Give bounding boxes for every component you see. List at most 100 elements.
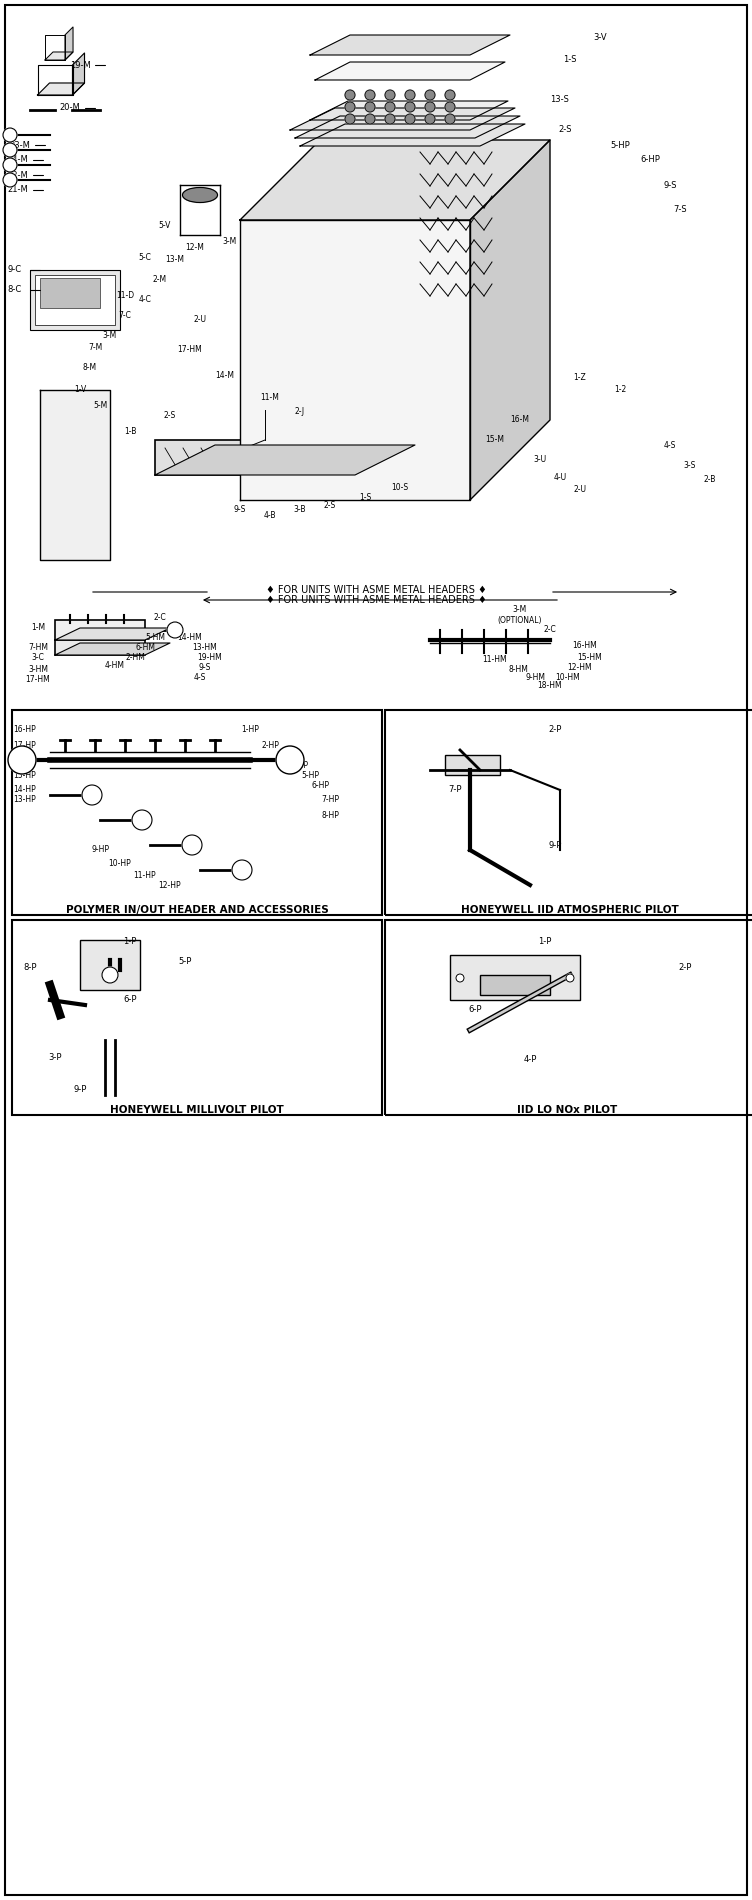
Text: 11-HM: 11-HM (483, 656, 508, 665)
Text: 2-M: 2-M (153, 276, 167, 285)
Text: 9-C: 9-C (8, 266, 22, 274)
Text: 14-HM: 14-HM (177, 633, 202, 642)
Circle shape (566, 975, 574, 982)
Text: 4-HM: 4-HM (105, 661, 125, 669)
Text: 8-M: 8-M (83, 363, 97, 372)
Circle shape (445, 114, 455, 124)
Text: 2-S: 2-S (164, 410, 176, 420)
Text: HONEYWELL IID ATMOSPHERIC PILOT: HONEYWELL IID ATMOSPHERIC PILOT (461, 904, 679, 916)
Circle shape (167, 621, 183, 638)
Bar (12, 920, 382, 1115)
Circle shape (8, 747, 36, 773)
Circle shape (276, 747, 304, 773)
Circle shape (425, 89, 435, 101)
Bar (445, 754, 500, 775)
Text: 1-M: 1-M (31, 623, 45, 631)
Text: 16-HM: 16-HM (572, 640, 597, 650)
Circle shape (405, 89, 415, 101)
Text: 9-S: 9-S (663, 180, 677, 190)
Text: IID LO NOx PILOT: IID LO NOx PILOT (517, 1106, 617, 1115)
Polygon shape (72, 53, 84, 95)
Polygon shape (310, 101, 508, 120)
Polygon shape (315, 63, 505, 80)
Circle shape (425, 103, 435, 112)
Polygon shape (55, 629, 170, 640)
Text: 2-U: 2-U (193, 315, 207, 325)
Text: 10-HP: 10-HP (108, 859, 132, 868)
Bar (40, 277, 100, 308)
Text: 3-C: 3-C (32, 654, 44, 663)
Circle shape (445, 103, 455, 112)
Text: 22-M: 22-M (8, 171, 29, 179)
Text: 15-M: 15-M (486, 435, 505, 445)
Text: 1-S: 1-S (563, 55, 577, 65)
Text: 3-M
(OPTIONAL): 3-M (OPTIONAL) (498, 606, 542, 625)
Circle shape (425, 114, 435, 124)
Text: 1-V: 1-V (74, 386, 86, 395)
Text: 24-M: 24-M (8, 156, 29, 165)
Text: 1-2: 1-2 (614, 386, 626, 395)
Text: 8-HM: 8-HM (508, 665, 528, 674)
Text: 6-HP: 6-HP (640, 156, 660, 165)
Text: 4-P: 4-P (523, 1056, 537, 1064)
Text: 3-HP: 3-HP (276, 750, 294, 760)
Text: ♦ FOR UNITS WITH ASME METAL HEADERS ♦: ♦ FOR UNITS WITH ASME METAL HEADERS ♦ (265, 585, 487, 595)
Bar (30, 270, 120, 331)
Text: 5-HP: 5-HP (610, 141, 630, 150)
Text: 4-B: 4-B (264, 511, 276, 519)
Circle shape (385, 103, 395, 112)
Text: 3-V: 3-V (593, 34, 607, 42)
Text: 1-HP: 1-HP (241, 726, 259, 735)
Text: 5-P: 5-P (178, 958, 192, 967)
Circle shape (345, 114, 355, 124)
Text: 9-S: 9-S (234, 505, 246, 515)
Circle shape (345, 89, 355, 101)
Text: 9-P: 9-P (548, 840, 562, 849)
Polygon shape (470, 141, 550, 500)
Text: 5-C: 5-C (138, 253, 151, 262)
Text: 5-HM: 5-HM (145, 633, 165, 642)
Polygon shape (55, 642, 170, 656)
Text: 16-HP: 16-HP (14, 726, 36, 735)
Circle shape (102, 967, 118, 982)
Circle shape (365, 114, 375, 124)
Text: 12-HP: 12-HP (159, 880, 181, 889)
Polygon shape (45, 51, 73, 61)
Circle shape (82, 785, 102, 806)
Bar (12, 711, 382, 916)
Text: 2-B: 2-B (704, 475, 716, 484)
Text: 2-J: 2-J (295, 407, 305, 416)
Circle shape (3, 158, 17, 173)
Bar (385, 711, 752, 916)
Text: 23-M: 23-M (10, 141, 30, 150)
Text: 4-S: 4-S (194, 673, 206, 682)
Circle shape (3, 142, 17, 158)
Bar (55, 619, 145, 640)
Text: 2-C: 2-C (544, 625, 556, 635)
Circle shape (3, 173, 17, 186)
Polygon shape (40, 390, 110, 560)
Text: 2-S: 2-S (558, 125, 572, 135)
Text: 13-HP: 13-HP (14, 796, 36, 804)
Circle shape (132, 809, 152, 830)
Polygon shape (295, 116, 520, 139)
Text: 2-HM: 2-HM (125, 654, 145, 663)
Text: 19-HM: 19-HM (198, 654, 223, 663)
Text: 13-HM: 13-HM (193, 644, 217, 652)
Polygon shape (240, 220, 470, 500)
Text: 7-HP: 7-HP (321, 796, 339, 804)
Text: 7-C: 7-C (119, 310, 132, 319)
Text: 13-S: 13-S (550, 95, 569, 104)
Text: 4-C: 4-C (138, 296, 151, 304)
Text: 3-M: 3-M (103, 331, 117, 340)
Text: 15-HP: 15-HP (14, 771, 36, 779)
Text: 2-U: 2-U (574, 486, 587, 494)
Circle shape (405, 103, 415, 112)
Text: 6-HM: 6-HM (135, 644, 155, 652)
Text: 13-M: 13-M (165, 255, 184, 264)
Text: 17-HP: 17-HP (14, 741, 36, 749)
Text: ♦ FOR UNITS WITH ASME METAL HEADERS ♦: ♦ FOR UNITS WITH ASME METAL HEADERS ♦ (265, 595, 487, 604)
Polygon shape (65, 27, 73, 61)
Text: 11-D: 11-D (116, 291, 134, 300)
Circle shape (385, 89, 395, 101)
